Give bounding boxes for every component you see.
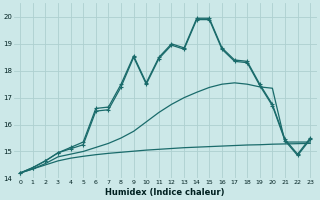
X-axis label: Humidex (Indice chaleur): Humidex (Indice chaleur)	[106, 188, 225, 197]
